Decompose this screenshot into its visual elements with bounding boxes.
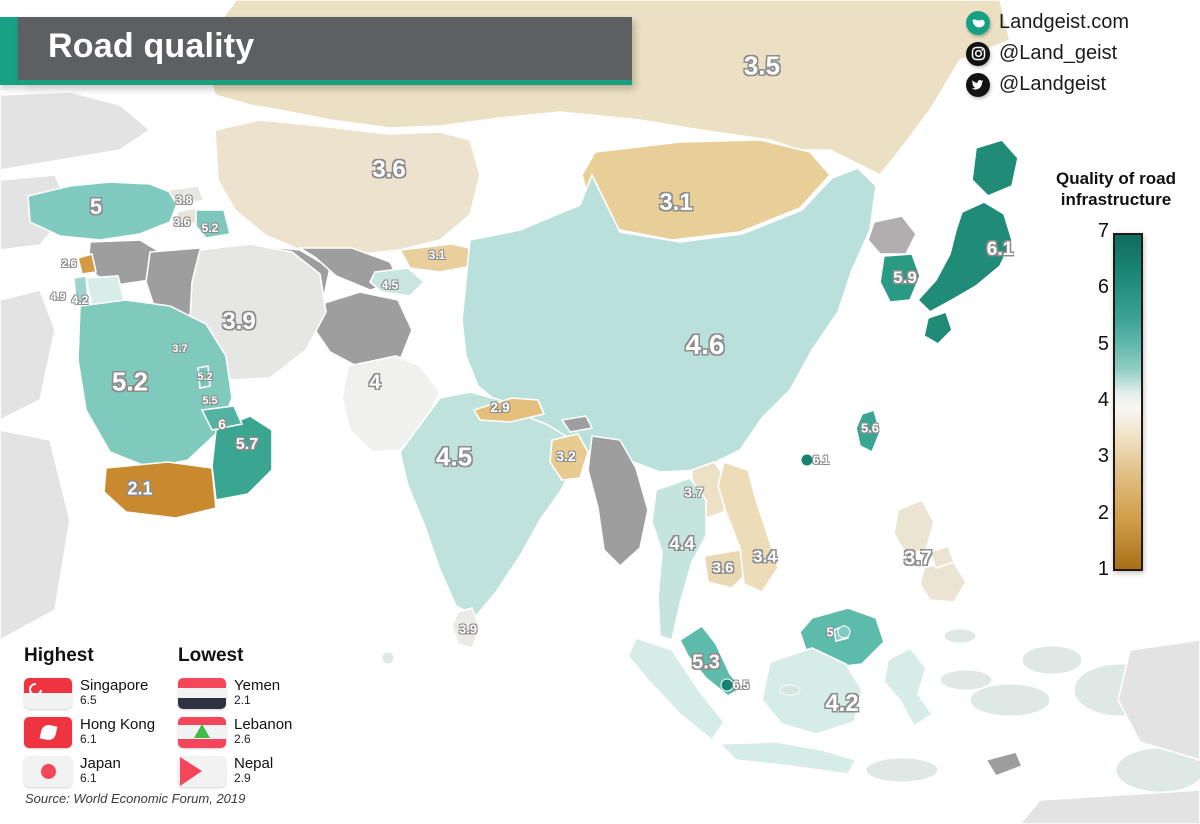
page-title: Road quality [48, 27, 255, 65]
region-iran [189, 243, 327, 381]
japan-flag [24, 755, 72, 787]
region-timor-leste [984, 751, 1024, 777]
map-point-marker [837, 625, 851, 639]
region-indonesia-sulawesi [883, 646, 934, 728]
region-philippines-visayas [928, 544, 956, 570]
country-name: Yemen [234, 677, 281, 694]
region-georgia [166, 185, 206, 207]
lowest-title: Lowest [178, 645, 244, 666]
colorbar-tick: 1 [1097, 558, 1109, 580]
region-india [399, 391, 577, 617]
brand-website-label: Landgeist.com [999, 11, 1130, 33]
region-turkey [27, 181, 182, 241]
title-banner [18, 17, 632, 85]
region-thailand [651, 477, 707, 642]
region-israel [73, 275, 89, 306]
list-item: Hong Kong 6.1 [24, 715, 155, 749]
globe-icon [966, 10, 990, 35]
list-item: Nepal 2.9 [178, 754, 292, 788]
region-japan-honshu [916, 201, 1013, 313]
highest-column: Highest Singapore 6.5 Hong Kong 6.1 [24, 645, 155, 793]
nepal-flag [178, 755, 226, 787]
yemen-flag [178, 677, 226, 709]
colorbar-tick: 3 [1097, 445, 1109, 468]
lowest-column: Lowest Yemen 2.1 Lebanon 2.6 [178, 645, 292, 793]
map-point-marker [720, 678, 734, 692]
country-value: 2.1 [234, 693, 251, 707]
list-item: Lebanon 2.6 [178, 715, 292, 749]
colorbar: 7 6 5 4 3 2 1 [1098, 220, 1143, 580]
colorbar-tick: 4 [1097, 389, 1109, 411]
colorbar-tick: 5 [1097, 332, 1109, 355]
region-kazakhstan [214, 119, 481, 256]
region-cambodia [703, 549, 749, 589]
list-item: Singapore 6.5 [24, 676, 155, 710]
country-name: Nepal [234, 755, 274, 772]
region-south-korea [879, 253, 921, 303]
brand-instagram-label: @Land_geist [999, 42, 1118, 64]
hong-kong-flag [24, 716, 72, 748]
country-value: 2.9 [234, 771, 251, 785]
region-yemen [103, 461, 217, 519]
brand-row-instagram[interactable]: @Land_geist [966, 39, 1186, 68]
region-japan-hokkaido [971, 139, 1019, 197]
source-note: Source: World Economic Forum, 2019 [25, 791, 246, 806]
highest-title: Highest [24, 645, 94, 666]
region-japan-kyushu [923, 310, 953, 345]
region-indonesia-sumatra [627, 637, 725, 742]
region-taiwan [855, 408, 881, 454]
brand-twitter-label: @Landgeist [999, 73, 1107, 95]
region-vietnam [717, 460, 779, 594]
region-nepal [472, 397, 546, 423]
region-uae [200, 405, 244, 431]
country-value: 6.1 [80, 771, 97, 785]
region-europe-south [0, 289, 56, 421]
colorbar-tick: 6 [1097, 276, 1109, 299]
map-point-marker [800, 453, 814, 467]
singapore-flag [24, 677, 72, 709]
country-value: 6.1 [80, 732, 97, 746]
instagram-icon [966, 41, 990, 66]
colorbar-title-line1: Quality of road [1056, 169, 1176, 188]
region-bangladesh [549, 433, 589, 481]
region-sri-lanka [451, 607, 481, 649]
colorbar-tick: 7 [1097, 220, 1109, 242]
region-lebanon [77, 252, 97, 275]
region-oman [211, 415, 273, 501]
colorbar-title: Quality of road infrastructure [1036, 168, 1196, 210]
region-indonesia-kalimantan [761, 647, 863, 735]
region-australia [1018, 789, 1200, 824]
brand-row-twitter[interactable]: @Landgeist [966, 70, 1186, 99]
country-value: 6.5 [80, 693, 97, 707]
region-azerbaijan [195, 209, 231, 239]
minor-islands [381, 628, 1200, 793]
colorbar-title-line2: infrastructure [1060, 190, 1172, 209]
lebanon-flag [178, 716, 226, 748]
region-europe-west [0, 91, 152, 171]
country-value: 2.6 [234, 732, 251, 746]
country-name: Singapore [80, 677, 149, 694]
country-name: Hong Kong [80, 716, 156, 733]
colorbar-gradient [1113, 233, 1143, 571]
branding-block: Landgeist.com @Land_geist @Landgeist [966, 8, 1186, 101]
title-accent-bar [0, 17, 20, 85]
region-indonesia-java [718, 741, 858, 775]
region-philippines-luzon [893, 498, 935, 555]
list-item: Japan 6.1 [24, 754, 155, 788]
region-tajikistan [369, 267, 426, 297]
region-bhutan [560, 415, 594, 433]
region-qatar [197, 365, 211, 389]
region-myanmar [587, 435, 649, 568]
list-item: Yemen 2.1 [178, 676, 292, 710]
country-name: Lebanon [234, 716, 293, 733]
colorbar-tick: 2 [1097, 501, 1109, 524]
twitter-icon [966, 72, 990, 97]
region-africa-ne [0, 429, 71, 641]
region-papua-new-guinea [1117, 639, 1200, 761]
country-name: Japan [80, 755, 121, 772]
brand-row-website[interactable]: Landgeist.com [966, 8, 1186, 37]
region-kyrgyzstan [398, 243, 480, 273]
